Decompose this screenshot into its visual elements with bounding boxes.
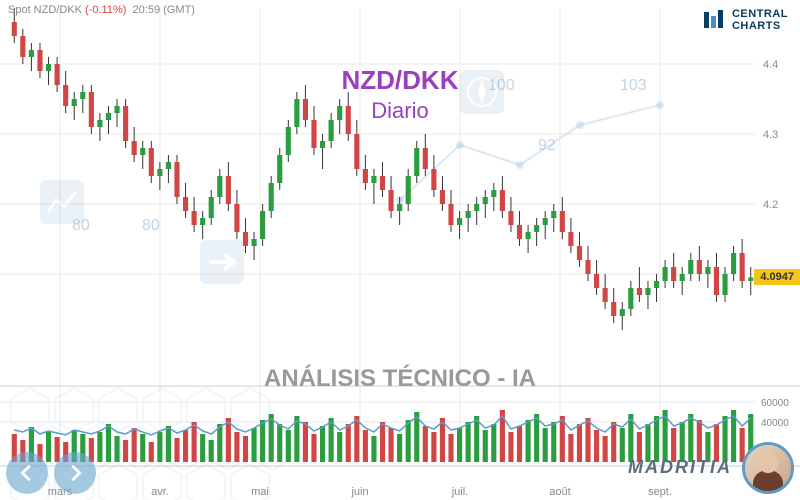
title-main: NZD/DKK <box>342 65 459 96</box>
svg-text:sept.: sept. <box>648 486 672 498</box>
avatar-icon[interactable] <box>742 442 794 494</box>
svg-text:avr.: avr. <box>151 486 169 498</box>
svg-text:40000: 40000 <box>761 418 789 429</box>
time-label: 20:59 (GMT) <box>133 4 195 16</box>
logo-text-top: CENTRAL <box>732 8 788 20</box>
nav-next-button[interactable] <box>54 452 96 494</box>
svg-text:juin: juin <box>350 486 368 498</box>
svg-text:60000: 60000 <box>761 398 789 409</box>
chart-header: Spot NZD/DKK (-0.11%) 20:59 (GMT) <box>8 4 195 16</box>
svg-text:juil.: juil. <box>451 486 469 498</box>
svg-text:80: 80 <box>142 217 160 234</box>
svg-text:103: 103 <box>620 77 647 94</box>
brand-label: MADRITIA <box>628 457 732 478</box>
svg-text:mai: mai <box>251 486 269 498</box>
logo-icon <box>702 8 726 32</box>
chart-title: NZD/DKK Diario <box>342 65 459 124</box>
svg-text:4.2: 4.2 <box>763 199 778 211</box>
logo-text-bottom: CHARTS <box>732 20 788 32</box>
logo: CENTRALCHARTS <box>702 8 788 32</box>
svg-text:100: 100 <box>488 77 515 94</box>
change-pct: (-0.11%) <box>85 4 126 16</box>
title-sub: Diario <box>342 98 459 124</box>
pair-label: Spot NZD/DKK <box>8 4 82 16</box>
svg-text:4.4: 4.4 <box>763 59 778 71</box>
svg-text:4.3: 4.3 <box>763 129 778 141</box>
svg-text:92: 92 <box>538 137 556 154</box>
current-price-tag: 4.0947 <box>754 269 800 285</box>
nav-prev-button[interactable] <box>6 452 48 494</box>
analysis-label: ANÁLISIS TÉCNICO - IA <box>264 365 536 393</box>
svg-text:août: août <box>549 486 570 498</box>
svg-text:80: 80 <box>72 217 90 234</box>
